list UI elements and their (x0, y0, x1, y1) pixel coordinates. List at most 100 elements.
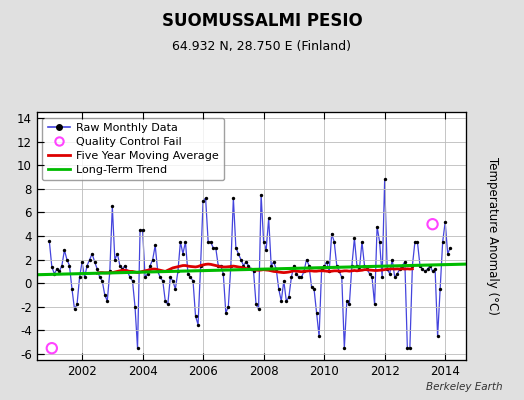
Point (93, 266, 101, 272)
Point (287, 274, 296, 280)
Point (380, 176, 389, 182)
Point (363, 266, 371, 272)
Point (191, 313, 200, 320)
Point (443, 250, 452, 257)
Point (60, 247, 69, 253)
Point (176, 239, 184, 245)
Point (169, 278, 177, 284)
Point (163, 301, 172, 308)
Point (91, 259, 99, 265)
Point (322, 259, 331, 265)
Point (368, 274, 376, 280)
Point (375, 239, 384, 245)
Point (58, 262, 66, 269)
Point (353, 262, 361, 269)
Point (98, 278, 106, 284)
Point (294, 274, 303, 280)
Point (423, 266, 432, 272)
Point (116, 262, 124, 269)
Point (269, 259, 278, 265)
Point (401, 259, 409, 265)
Point (396, 266, 404, 272)
Point (55, 268, 63, 275)
Point (393, 270, 401, 277)
Point (151, 242, 159, 249)
Point (265, 215, 273, 222)
Point (285, 294, 293, 301)
Point (148, 256, 157, 263)
Point (131, 304, 139, 310)
Point (95, 274, 104, 280)
Point (259, 239, 268, 245)
Point (201, 195, 210, 202)
Point (181, 239, 190, 245)
Point (446, 245, 454, 251)
Point (212, 245, 220, 251)
Point (48, 264, 56, 270)
Point (272, 266, 280, 272)
Point (390, 274, 399, 280)
Point (113, 250, 122, 257)
Point (219, 270, 227, 277)
Point (128, 278, 137, 284)
Point (358, 239, 366, 245)
Point (428, 268, 436, 275)
Point (174, 268, 182, 275)
Point (262, 247, 270, 253)
Point (161, 298, 169, 304)
Point (179, 250, 187, 257)
Point (340, 345, 348, 351)
Point (206, 239, 215, 245)
Text: Berkeley Earth: Berkeley Earth (427, 382, 503, 392)
Point (290, 262, 298, 269)
Point (224, 304, 233, 310)
Point (431, 266, 439, 272)
Point (386, 270, 394, 277)
Point (345, 301, 354, 308)
Point (282, 298, 290, 304)
Point (421, 268, 429, 275)
Point (428, 221, 436, 227)
Point (209, 245, 217, 251)
Point (413, 239, 422, 245)
Point (214, 262, 222, 269)
Point (330, 239, 339, 245)
Point (187, 274, 195, 280)
Point (184, 270, 192, 277)
Point (68, 286, 76, 292)
Point (45, 238, 53, 244)
Point (308, 284, 316, 290)
Point (199, 197, 208, 204)
Point (275, 286, 283, 292)
Point (136, 227, 144, 233)
Point (121, 262, 129, 269)
Point (302, 256, 311, 263)
Point (70, 306, 79, 312)
Point (73, 301, 81, 308)
Point (196, 262, 205, 269)
Point (373, 223, 381, 230)
Point (53, 266, 61, 272)
Point (80, 274, 89, 280)
Point (222, 310, 230, 316)
Point (416, 262, 424, 269)
Point (411, 239, 419, 245)
Point (239, 262, 248, 269)
Point (365, 270, 374, 277)
Point (75, 274, 84, 280)
Point (242, 259, 250, 265)
Point (171, 286, 180, 292)
Point (66, 262, 74, 269)
Point (78, 259, 86, 265)
Point (216, 262, 225, 269)
Point (254, 306, 263, 312)
Point (232, 245, 240, 251)
Point (154, 268, 162, 275)
Point (325, 268, 333, 275)
Point (406, 345, 414, 351)
Point (252, 301, 260, 308)
Text: 64.932 N, 28.750 E (Finland): 64.932 N, 28.750 E (Finland) (172, 40, 352, 53)
Point (267, 262, 276, 269)
Point (204, 239, 212, 245)
Point (403, 345, 411, 351)
